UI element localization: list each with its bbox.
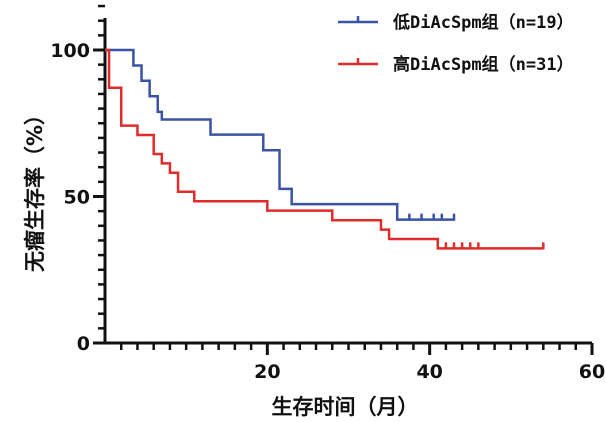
legend-label: 低DiAcSpm组（n=19） — [392, 12, 574, 33]
series-line — [105, 48, 455, 221]
series-line — [105, 48, 544, 250]
series-2 — [105, 48, 545, 250]
legend-label: 高DiAcSpm组（n=31） — [393, 54, 574, 75]
y-tick-label: 0 — [77, 333, 90, 355]
y-tick-label: 50 — [64, 187, 90, 209]
y-axis-title: 无瘤生存率（%） — [23, 104, 47, 272]
x-tick-label: 40 — [416, 361, 442, 383]
series-layer — [105, 48, 545, 250]
series-1 — [105, 48, 456, 221]
x-tick-label: 20 — [254, 361, 280, 383]
axes: 0 50 100 20 40 60 — [50, 4, 605, 383]
x-axis-title: 生存时间（月） — [272, 395, 419, 419]
x-tick-label: 60 — [579, 361, 605, 383]
legend: 低DiAcSpm组（n=19） 高DiAcSpm组（n=31） — [338, 12, 574, 75]
y-tick-label: 100 — [50, 40, 90, 62]
